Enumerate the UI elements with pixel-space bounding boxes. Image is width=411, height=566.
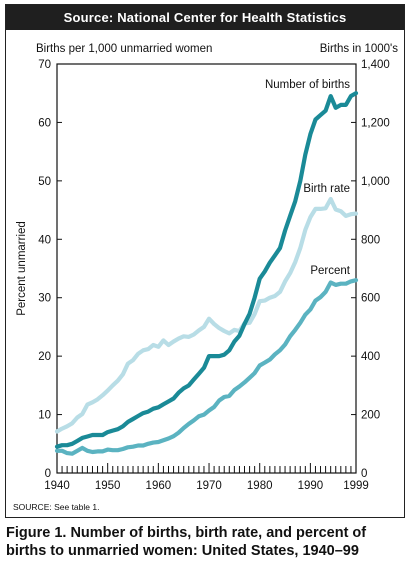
series-label-birth-rate: Birth rate (303, 183, 350, 195)
x-tick-label: 1990 (298, 480, 324, 492)
source-text: Source: National Center for Health Stati… (63, 10, 347, 25)
left-tick-label: 20 (38, 351, 51, 363)
source-banner: Source: National Center for Health Stati… (6, 5, 404, 30)
left-tick-label: 50 (38, 176, 51, 188)
right-tick-label: 1,400 (361, 59, 390, 71)
left-tick-label: 40 (38, 234, 51, 246)
plot-area (56, 63, 357, 474)
series-label-percent: Percent (310, 265, 350, 277)
x-tick-label: 1940 (44, 480, 70, 492)
right-tick-label: 0 (361, 468, 367, 480)
right-tick-label: 800 (361, 234, 380, 246)
left-tick-label: 0 (45, 468, 51, 480)
caption-line-1: Figure 1. Number of births, birth rate, … (6, 525, 367, 541)
source-note: SOURCE: See table 1. (13, 502, 99, 512)
left-axis-label: Births per 1,000 unmarried women (36, 43, 212, 55)
series-line-number-of-births (54, 91, 359, 449)
left-tick-label: 70 (38, 59, 51, 71)
percent-unmarried-axis-title: Percent unmarried (16, 221, 28, 316)
right-tick-label: 1,200 (361, 117, 390, 129)
x-tick-label: 1960 (146, 480, 172, 492)
figure-caption: Figure 1. Number of births, birth rate, … (6, 524, 406, 560)
x-tick-label: 1970 (196, 480, 222, 492)
left-tick-label: 60 (38, 117, 51, 129)
caption-line-2: births to unmarried women: United States… (6, 543, 359, 559)
series-line-percent (54, 278, 359, 456)
x-tick-label: 1950 (95, 480, 121, 492)
right-tick-label: 600 (361, 293, 380, 305)
right-tick-label: 400 (361, 351, 380, 363)
series-label-number-of-births: Number of births (265, 79, 350, 91)
right-tick-label: 200 (361, 410, 380, 422)
figure-frame: Source: National Center for Health Stati… (5, 4, 405, 518)
x-tick-label: 1999 (343, 480, 369, 492)
left-tick-label: 30 (38, 293, 51, 305)
chart: Births per 1,000 unmarried women Births i… (13, 43, 399, 512)
x-tick-label: 1980 (247, 480, 273, 492)
series-line-birth-rate (54, 196, 359, 434)
right-tick-label: 1,000 (361, 176, 390, 188)
right-axis-label: Births in 1000's (320, 43, 399, 55)
left-tick-label: 10 (38, 410, 51, 422)
